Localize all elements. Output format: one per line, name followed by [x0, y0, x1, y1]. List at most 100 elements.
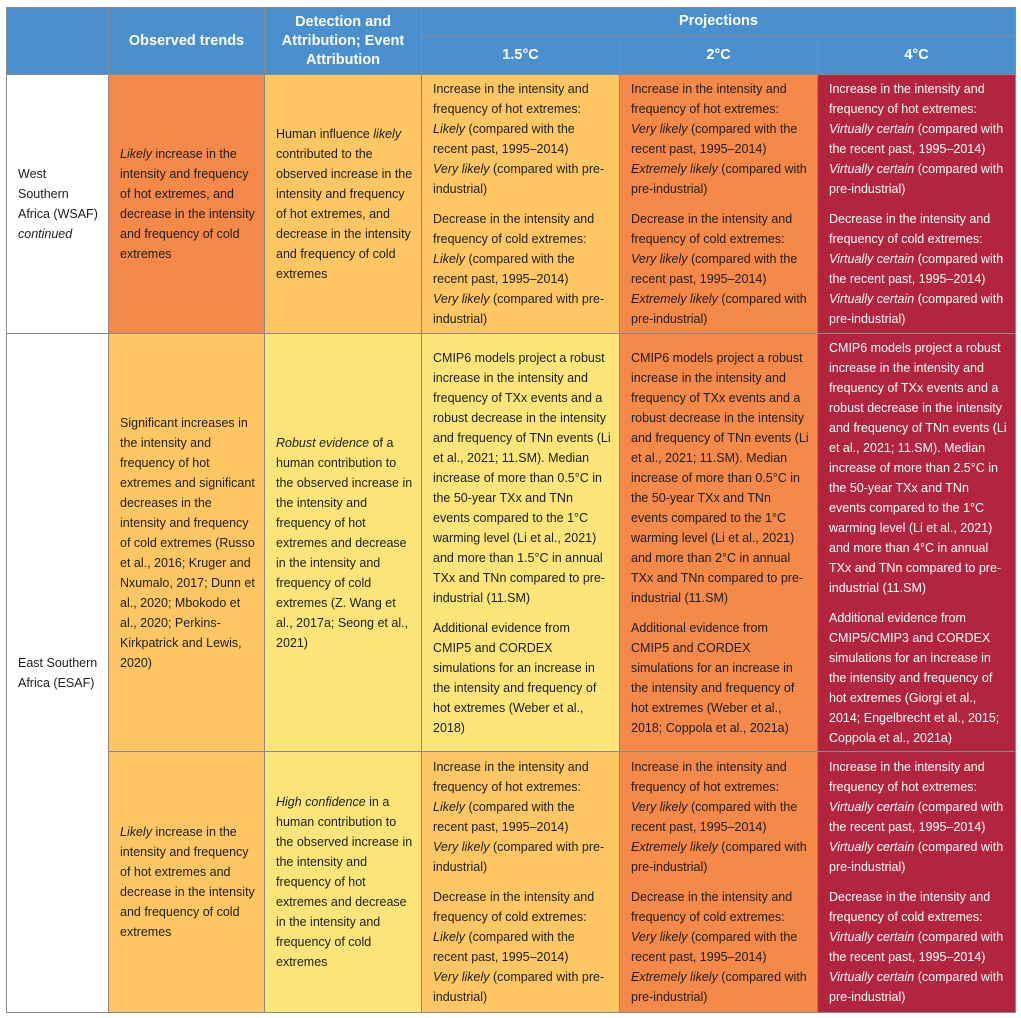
comparison-text: (compared with the recent past, 1995–201…	[433, 252, 575, 286]
comparison-text: (compared with pre-industrial)	[829, 292, 1004, 326]
esaf-detection-qualifier-2: High confidence	[276, 795, 366, 809]
cmip6-text: CMIP6 models project a robust increase i…	[631, 350, 809, 605]
comparison-text: (compared with the recent past, 1995–201…	[631, 930, 798, 964]
comparison-text: (compared with pre-industrial)	[829, 162, 1004, 196]
esaf-observed-qualifier-2: Likely	[120, 825, 152, 839]
qualifier: Very likely	[631, 930, 688, 944]
comparison-text: (compared with pre-industrial)	[433, 292, 605, 326]
qualifier: Likely	[433, 122, 465, 136]
comparison-text: (compared with the recent past, 1995–201…	[829, 930, 1004, 964]
esaf-observed-cell-2: Likely increase in the intensity and fre…	[108, 751, 265, 1013]
comparison-text: (compared with the recent past, 1995–201…	[433, 122, 575, 156]
esaf-projection-1-5c: Increase in the intensity and frequency …	[421, 751, 620, 1013]
cold-intro: Decrease in the intensity and frequency …	[433, 212, 595, 246]
qualifier: Very likely	[631, 252, 688, 266]
header-projections: Projections	[421, 7, 1016, 36]
cmip6-text: CMIP6 models project a robust increase i…	[433, 350, 611, 605]
esaf-detection-text-1: of a human contribution to the observed …	[276, 435, 413, 650]
region-wsaf-label: West Southern Africa (WSAF)	[18, 167, 98, 221]
header-1-5c: 1.5°C	[421, 35, 620, 75]
region-wsaf: West Southern Africa (WSAF) continued	[6, 74, 109, 334]
hot-intro: Increase in the intensity and frequency …	[433, 760, 589, 794]
comparison-text: (compared with pre-industrial)	[631, 970, 807, 1004]
wsaf-projection-1-5c: Increase in the intensity and frequency …	[421, 74, 620, 334]
wsaf-observed-text: increase in the intensity and frequency …	[120, 147, 255, 261]
wsaf-detection-lead: Human influence	[276, 127, 374, 141]
qualifier: Virtually certain	[829, 840, 915, 854]
wsaf-projection-2c: Increase in the intensity and frequency …	[619, 74, 818, 334]
cold-intro: Decrease in the intensity and frequency …	[829, 212, 991, 246]
comparison-text: (compared with pre-industrial)	[631, 292, 807, 326]
wsaf-detection-qualifier: likely	[373, 127, 402, 141]
qualifier: Extremely likely	[631, 840, 718, 854]
qualifier: Virtually certain	[829, 162, 915, 176]
comparison-text: (compared with the recent past, 1995–201…	[433, 800, 575, 834]
esaf-projection-1-5c-cmip: CMIP6 models project a robust increase i…	[421, 333, 620, 752]
esaf-detection-cell-2: High confidence in a human contribution …	[264, 751, 422, 1013]
cmip6-text: CMIP6 models project a robust increase i…	[829, 340, 1007, 595]
qualifier: Likely	[433, 252, 465, 266]
wsaf-observed-cell: Likely increase in the intensity and fre…	[108, 74, 265, 334]
qualifier: Extremely likely	[631, 970, 718, 984]
esaf-detection-text-2: in a human contribution to the observed …	[276, 795, 413, 969]
region-wsaf-note: continued	[18, 227, 73, 241]
hot-intro: Increase in the intensity and frequency …	[829, 760, 985, 794]
comparison-text: (compared with pre-industrial)	[433, 970, 605, 1004]
comparison-text: (compared with pre-industrial)	[433, 840, 605, 874]
hot-intro: Increase in the intensity and frequency …	[631, 760, 787, 794]
qualifier: Very likely	[631, 122, 688, 136]
comparison-text: (compared with the recent past, 1995–201…	[631, 122, 798, 156]
comparison-text: (compared with the recent past, 1995–201…	[829, 252, 1004, 286]
qualifier: Virtually certain	[829, 252, 915, 266]
wsaf-observed-qualifier: Likely	[120, 147, 152, 161]
hot-intro: Increase in the intensity and frequency …	[433, 82, 589, 116]
esaf-projection-4c: Increase in the intensity and frequency …	[817, 751, 1016, 1013]
qualifier: Extremely likely	[631, 162, 718, 176]
qualifier: Very likely	[433, 292, 490, 306]
esaf-projection-4c-cmip: CMIP6 models project a robust increase i…	[817, 333, 1016, 752]
esaf-observed-text-2: increase in the intensity and frequency …	[120, 825, 255, 939]
comparison-text: (compared with the recent past, 1995–201…	[829, 122, 1004, 156]
cold-intro: Decrease in the intensity and frequency …	[631, 212, 793, 246]
qualifier: Very likely	[433, 970, 490, 984]
region-esaf: East Southern Africa (ESAF)	[6, 333, 109, 1013]
comparison-text: (compared with the recent past, 1995–201…	[829, 800, 1004, 834]
cold-intro: Decrease in the intensity and frequency …	[433, 890, 595, 924]
additional-evidence-text: Additional evidence from CMIP5 and CORDE…	[433, 620, 597, 735]
esaf-projection-2c: Increase in the intensity and frequency …	[619, 751, 818, 1013]
qualifier: Virtually certain	[829, 122, 915, 136]
comparison-text: (compared with pre-industrial)	[631, 840, 807, 874]
qualifier: Likely	[433, 930, 465, 944]
comparison-text: (compared with pre-industrial)	[631, 162, 807, 196]
additional-evidence-text: Additional evidence from CMIP5/CMIP3 and…	[829, 610, 1000, 745]
comparison-text: (compared with the recent past, 1995–201…	[631, 252, 798, 286]
wsaf-detection-text: contributed to the observed increase in …	[276, 147, 413, 281]
comparison-text: (compared with pre-industrial)	[829, 970, 1004, 1004]
qualifier: Virtually certain	[829, 292, 915, 306]
qualifier: Extremely likely	[631, 292, 718, 306]
comparison-text: (compared with the recent past, 1995–201…	[631, 800, 798, 834]
assessment-table: Observed trends Detection and Attributio…	[6, 7, 1016, 1013]
comparison-text: (compared with pre-industrial)	[433, 162, 605, 196]
header-blank-cell	[6, 7, 109, 75]
esaf-observed-cell-1: Significant increases in the intensity a…	[108, 333, 265, 752]
header-2c: 2°C	[619, 35, 818, 75]
header-4c: 4°C	[817, 35, 1016, 75]
qualifier: Virtually certain	[829, 800, 915, 814]
cold-intro: Decrease in the intensity and frequency …	[631, 890, 793, 924]
qualifier: Virtually certain	[829, 970, 915, 984]
qualifier: Very likely	[433, 840, 490, 854]
comparison-text: (compared with pre-industrial)	[829, 840, 1004, 874]
hot-intro: Increase in the intensity and frequency …	[829, 82, 985, 116]
qualifier: Very likely	[433, 162, 490, 176]
wsaf-projection-4c: Increase in the intensity and frequency …	[817, 74, 1016, 334]
qualifier: Likely	[433, 800, 465, 814]
region-esaf-label: East Southern Africa (ESAF)	[18, 656, 98, 690]
esaf-detection-qualifier-1: Robust evidence	[276, 435, 370, 450]
cold-intro: Decrease in the intensity and frequency …	[829, 890, 991, 924]
additional-evidence-text: Additional evidence from CMIP5 and CORDE…	[631, 620, 795, 735]
hot-intro: Increase in the intensity and frequency …	[631, 82, 787, 116]
esaf-projection-2c-cmip: CMIP6 models project a robust increase i…	[619, 333, 818, 752]
qualifier: Very likely	[631, 800, 688, 814]
header-observed-trends: Observed trends	[108, 7, 265, 75]
